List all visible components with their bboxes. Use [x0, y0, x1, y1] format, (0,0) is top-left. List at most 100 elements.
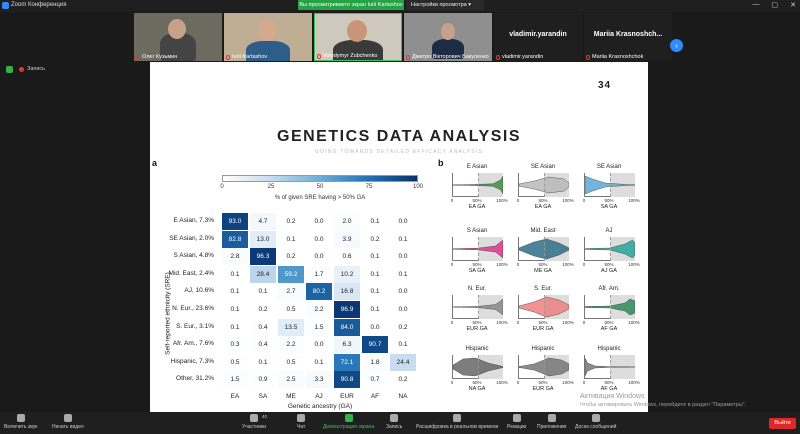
violin-tick-label: 100% [562, 380, 574, 385]
zoom-app-icon [2, 2, 9, 9]
colorbar-tick: 25 [267, 184, 275, 190]
minimize-button[interactable]: — [752, 1, 760, 8]
heatmap-row-label: S Asian, 4.8% [173, 252, 214, 260]
participant-tile-active[interactable]: Volodymyr Zubchenko [314, 13, 402, 61]
heatmap-cell: 0.0 [362, 318, 388, 336]
heatmap-cell: 0.0 [306, 248, 332, 266]
violin-title: Hispanic [531, 346, 555, 352]
violin-panel: AJ 0 50% 100% AJ GA [578, 228, 640, 274]
violin-panel: N. Eur. 0 50% 100% EUR GA [446, 286, 508, 332]
participant-name: Олег Кузьмин [136, 54, 177, 60]
violin-midline [610, 237, 611, 261]
heatmap-cell: 2.2 [278, 336, 304, 354]
violin-plot-area [452, 295, 503, 319]
violin-tick-label: 50% [604, 198, 614, 203]
live-transcript-button[interactable]: Расшифровка в реальном времени [416, 414, 498, 430]
violin-title: N. Eur. [467, 286, 487, 292]
participants-button[interactable]: Участники [242, 414, 266, 430]
violin-title: AJ [605, 228, 613, 234]
participant-tile[interactable]: Mariia Krasnoshch... Mariia Krasnoshchok [584, 13, 672, 61]
close-button[interactable]: ✕ [790, 2, 796, 9]
app-title: Zoom Конференция [11, 2, 67, 8]
slide-title: GENETICS DATA ANALYSIS [277, 128, 521, 145]
heatmap-cell: 0.3 [222, 336, 248, 354]
security-shield-icon[interactable] [6, 66, 13, 73]
heatmap-cell: 16.8 [334, 283, 360, 301]
heatmap-cell: 0.2 [278, 248, 304, 266]
chat-icon [297, 414, 306, 422]
violin-tick-label: 50% [538, 198, 548, 203]
participant-tile[interactable]: Олег Кузьмин [134, 13, 222, 61]
heatmap-cell: 0.0 [390, 301, 416, 318]
heatmap-column-label: NA [398, 393, 408, 400]
chat-button[interactable]: Чат [297, 414, 305, 430]
record-button[interactable]: Запись [386, 414, 402, 430]
violin-plot-area [518, 173, 569, 197]
violin-plot-area [452, 173, 503, 197]
heatmap-row-label: Other, 31.2% [176, 375, 214, 383]
slide-number: 34 [598, 80, 612, 91]
heatmap-cell: 0.1 [362, 265, 388, 283]
colorbar-label: % of given SRE having > 50% GA [274, 195, 366, 201]
cc-icon [453, 414, 462, 422]
violin-tick-label: 50% [472, 262, 482, 267]
maximize-button[interactable]: ▢ [771, 2, 779, 9]
leave-meeting-button[interactable]: Выйти [769, 418, 796, 429]
recording-dot-icon [19, 67, 24, 72]
heatmap-cell: 0.1 [390, 230, 416, 248]
heatmap-cell: 0.0 [390, 248, 416, 266]
violin-tick-label: 100% [562, 320, 574, 325]
start-video-button[interactable]: Начать видео [52, 414, 84, 430]
whiteboard-button[interactable]: Доска сообщений [575, 414, 616, 430]
heatmap-cell: 0.1 [306, 353, 332, 371]
participant-tile[interactable]: Iurii Kartashov [224, 13, 312, 61]
shared-screen-slide: 34 GENETICS DATA ANALYSIS GOING TOWARDS … [150, 62, 648, 412]
violin-midline [478, 355, 479, 379]
violin-x-label: AJ GA [601, 268, 617, 274]
heatmap-cell: 0.0 [306, 230, 332, 248]
violin-panel: Hispanic 0 50% 100% NA GA [446, 346, 508, 392]
heatmap-row-label: AJ, 10.6% [184, 287, 214, 295]
unmute-button[interactable]: Включить звук [4, 414, 37, 430]
violin-tick-label: 100% [562, 198, 574, 203]
heatmap-cell: 0.6 [334, 248, 360, 266]
share-screen-button[interactable]: Демонстрация экрана [323, 414, 374, 430]
violin-tick-label: 0 [450, 380, 454, 385]
heatmap-cell: 0.2 [250, 301, 276, 318]
heatmap-cell: 0.2 [278, 213, 304, 230]
next-page-arrow-icon[interactable]: › [670, 39, 683, 52]
violin-midline [478, 237, 479, 261]
violin-tick-label: 0 [582, 198, 586, 203]
heatmap-cell: 0.1 [362, 248, 388, 266]
violin-panel: S Asian 0 50% 100% SA GA [446, 228, 508, 274]
heatmap-cell: 13.5 [278, 318, 304, 336]
heatmap-cell: 0.1 [222, 301, 248, 318]
violin-plot-area [452, 355, 503, 379]
apps-button[interactable]: Приложения [537, 414, 566, 430]
violin-plot-area [452, 237, 503, 261]
heatmap-cell: 80.2 [306, 283, 332, 301]
mic-off-icon [16, 414, 25, 422]
violin-title: Hispanic [597, 346, 621, 352]
heatmap-cell: 0.1 [390, 336, 416, 354]
violin-tick-label: 50% [538, 380, 548, 385]
window-titlebar: Zoom Конференция Вы просматриваете экран… [0, 0, 800, 12]
participant-tile[interactable]: Дмитро Вікторович Бакуленко [404, 13, 492, 61]
violin-tick-label: 100% [628, 380, 640, 385]
view-options-button[interactable]: Настройки просмотра ▾ [406, 0, 484, 10]
participant-tile[interactable]: vladimir.yarandin vladimir.yarandin [494, 13, 582, 61]
heatmap-cell: 93.0 [222, 213, 248, 230]
participants-icon [249, 414, 258, 422]
violin-midline [478, 173, 479, 197]
heatmap-cell: 2.5 [278, 371, 304, 389]
meeting-toolbar: Включить звук Начать видео Участники 40 … [0, 412, 800, 434]
violin-x-label: EUR GA [532, 326, 554, 332]
violin-tick-label: 0 [516, 320, 520, 325]
violin-tick-label: 0 [450, 262, 454, 267]
reactions-button[interactable]: Реакции [507, 414, 526, 430]
heatmap-cell: 96.9 [334, 301, 360, 318]
violin-tick-label: 50% [472, 380, 482, 385]
violin-panel: SE Asian 0 50% 100% SA GA [578, 164, 640, 210]
heatmap-cell: 1.5 [222, 371, 248, 389]
violin-tick-label: 100% [496, 380, 508, 385]
